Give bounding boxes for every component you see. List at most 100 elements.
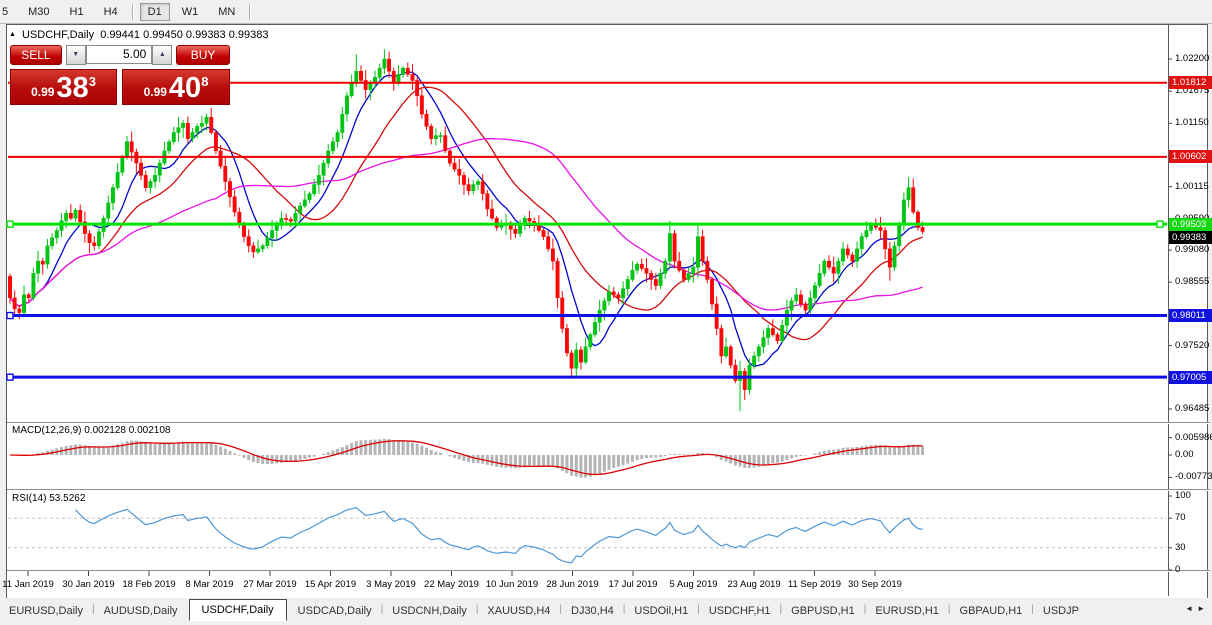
macd-histogram-bar (921, 446, 925, 455)
volume-increase-button[interactable]: ▲ (152, 45, 173, 65)
chart-tab-eurusd-daily[interactable]: EURUSD,Daily (9, 605, 83, 617)
candle (915, 211, 920, 228)
price-badge: 0.98011 (1169, 309, 1212, 323)
candle (457, 168, 462, 176)
macd-histogram-bar (467, 455, 471, 463)
candle (181, 123, 186, 128)
timeframe-button-d1[interactable]: D1 (139, 2, 170, 21)
chart-tab-gbpaud-h1[interactable]: GBPAUD,H1 (959, 605, 1023, 617)
candle (419, 95, 424, 115)
timeframe-button-h4[interactable]: H4 (103, 5, 118, 18)
macd-histogram-bar (673, 453, 677, 455)
chart-tab-usdchf-h1[interactable]: USDCHF,H1 (708, 605, 771, 617)
macd-histogram-bar (368, 439, 372, 455)
candle (527, 217, 532, 222)
candle (12, 297, 17, 310)
macd-histogram-bar (598, 455, 602, 474)
macd-histogram-bar (757, 455, 761, 467)
macd-histogram-bar (406, 441, 410, 455)
candle (733, 364, 738, 381)
sell-button[interactable]: SELL (10, 45, 62, 65)
macd-histogram-bar (219, 446, 223, 455)
candle (485, 193, 490, 210)
macd-histogram-bar (181, 441, 185, 455)
candle (518, 224, 523, 234)
candle (677, 260, 682, 271)
candle (663, 260, 668, 274)
ohlc-low: 0.99383 (185, 29, 226, 41)
candle (242, 224, 246, 237)
timeframe-button-h1[interactable]: H1 (69, 5, 84, 18)
candle (724, 346, 728, 357)
volume-decrease-button[interactable]: ▼ (65, 45, 86, 65)
macd-histogram-bar (186, 442, 190, 455)
chart-tab-gbpusd-h1[interactable]: GBPUSD,H1 (791, 605, 855, 617)
macd-histogram-bar (162, 443, 166, 455)
date-label: 5 Aug 2019 (669, 579, 718, 590)
timeframe-button-5[interactable]: 5 (2, 5, 9, 18)
candle (822, 260, 827, 274)
price-tick-label: 0.99080 (1175, 244, 1210, 256)
line-drag-handle[interactable] (6, 311, 14, 320)
timeframe-button-w1[interactable]: W1 (181, 5, 199, 18)
macd-histogram-bar (565, 455, 569, 474)
macd-histogram-bar (813, 453, 817, 455)
sell-price-display[interactable]: 0.99 38 3 (10, 69, 117, 105)
macd-signal-line (9, 440, 923, 476)
line-drag-handle[interactable] (6, 373, 14, 381)
moving-average-line (9, 138, 923, 311)
macd-histogram-bar (780, 455, 784, 462)
candle (354, 70, 359, 84)
macd-histogram-bar (654, 455, 658, 458)
candle (64, 213, 69, 221)
chart-menu-triangle-icon[interactable]: ▲ (9, 31, 16, 38)
candle (756, 346, 761, 357)
tab-scroll-left-icon[interactable]: ◄ (1185, 604, 1198, 613)
candle (213, 132, 218, 152)
macd-histogram-bar (106, 446, 110, 455)
chart-tab-audusd-daily[interactable]: AUDUSD,Daily (103, 605, 178, 617)
macd-histogram-bar (897, 447, 901, 455)
chart-tab-xauusd-h4[interactable]: XAUUSD,H4 (487, 605, 551, 617)
macd-histogram-bar (439, 452, 443, 455)
candle (424, 113, 429, 127)
chart-tab-usdchf-daily[interactable]: USDCHF,Daily (188, 599, 287, 621)
timeframe-button-mn[interactable]: MN (218, 5, 236, 18)
line-drag-handle[interactable] (6, 220, 14, 228)
candle (616, 294, 621, 299)
macd-histogram-bar (223, 448, 227, 455)
price-badge: 0.97005 (1169, 370, 1212, 384)
chart-tab-usdoil-h1[interactable]: USDOil,H1 (634, 605, 689, 617)
macd-histogram-bar (134, 440, 138, 455)
timeframe-button-m30[interactable]: M30 (28, 5, 50, 18)
macd-histogram-bar (504, 455, 508, 468)
volume-input[interactable]: 5.00 (85, 45, 153, 64)
candle (803, 303, 808, 311)
tab-scroll-right-icon[interactable]: ► (1197, 604, 1209, 613)
macd-histogram-bar (719, 455, 723, 460)
chart-tab-dj30-h4[interactable]: DJ30,H4 (571, 605, 614, 617)
candle (775, 334, 780, 341)
candle (845, 248, 850, 256)
candle (54, 230, 59, 239)
chart-tab-usdjp[interactable]: USDJP (1042, 605, 1079, 617)
candle (794, 294, 799, 302)
macd-histogram-bar (336, 448, 340, 455)
candle (228, 181, 232, 198)
macd-histogram-bar (776, 455, 780, 463)
macd-histogram-bar (209, 443, 213, 455)
candle (864, 230, 869, 237)
buy-price-display[interactable]: 0.99 40 8 (122, 69, 230, 105)
macd-tick-label: -0.007737 (1175, 471, 1212, 483)
chart-tab-usdcnh-daily[interactable]: USDCNH,Daily (392, 605, 467, 617)
macd-histogram-bar (644, 455, 648, 459)
macd-histogram-bar (907, 444, 911, 455)
candle (405, 67, 410, 75)
chart-tab-usdcad-daily[interactable]: USDCAD,Daily (297, 605, 372, 617)
candle (359, 70, 363, 81)
candle (293, 213, 298, 222)
macd-histogram-bar (345, 445, 349, 455)
line-drag-handle[interactable] (1156, 220, 1164, 228)
chart-tab-eurusd-h1[interactable]: EURUSD,H1 (875, 605, 939, 617)
buy-button[interactable]: BUY (176, 45, 230, 65)
